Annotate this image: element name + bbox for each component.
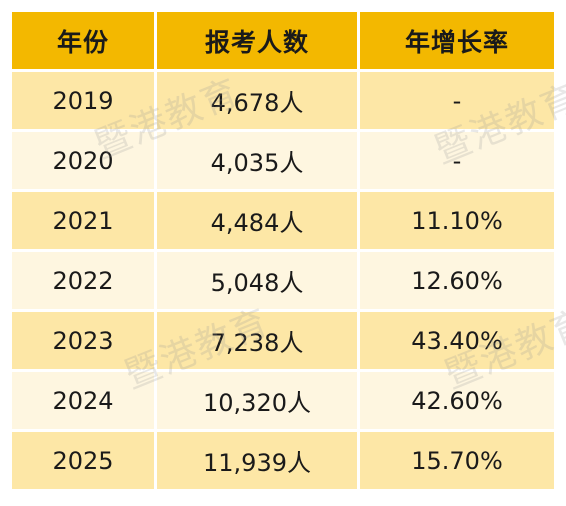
cell-count: 4,035人 (157, 132, 357, 189)
cell-year: 2025 (12, 432, 154, 489)
data-table: 年份 报考人数 年增长率 2019 4,678人 - 2020 4,035人 -… (12, 12, 554, 496)
header-year: 年份 (12, 12, 154, 69)
cell-year: 2020 (12, 132, 154, 189)
cell-count: 11,939人 (157, 432, 357, 489)
header-growth: 年增长率 (360, 12, 554, 69)
cell-count: 4,678人 (157, 72, 357, 129)
cell-year: 2023 (12, 312, 154, 369)
cell-year: 2022 (12, 252, 154, 309)
cell-growth: 15.70% (360, 432, 554, 489)
cell-growth: - (360, 132, 554, 189)
cell-growth: 42.60% (360, 372, 554, 429)
cell-year: 2024 (12, 372, 154, 429)
cell-count: 10,320人 (157, 372, 357, 429)
cell-count: 7,238人 (157, 312, 357, 369)
cell-growth: - (360, 72, 554, 129)
cell-year: 2021 (12, 192, 154, 249)
header-count: 报考人数 (157, 12, 357, 69)
cell-count: 4,484人 (157, 192, 357, 249)
cell-growth: 11.10% (360, 192, 554, 249)
cell-year: 2019 (12, 72, 154, 129)
cell-count: 5,048人 (157, 252, 357, 309)
cell-growth: 12.60% (360, 252, 554, 309)
cell-growth: 43.40% (360, 312, 554, 369)
